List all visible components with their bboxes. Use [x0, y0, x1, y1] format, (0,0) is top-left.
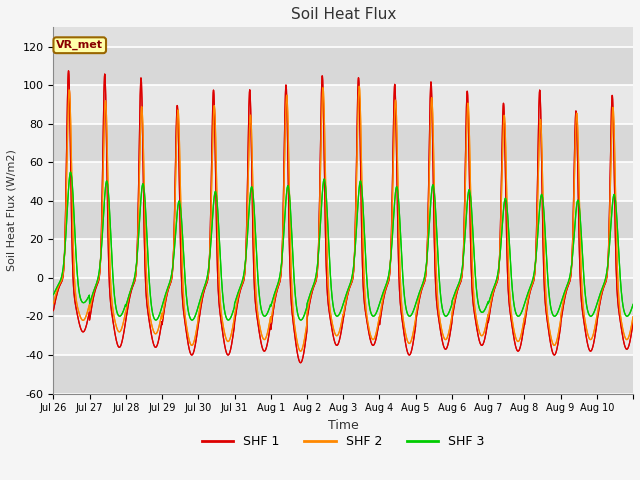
SHF 2: [232, 302, 240, 308]
SHF 2: [108, 290, 115, 296]
Title: Soil Heat Flux: Soil Heat Flux: [291, 7, 396, 22]
Bar: [53, 240, 633, 278]
SHF 2: [629, 314, 637, 320]
Y-axis label: Soil Heat Flux (W/m2): Soil Heat Flux (W/m2): [7, 149, 17, 271]
SHF 2: [518, 326, 526, 332]
SHF 3: [518, 308, 526, 313]
SHF 2: [49, 301, 57, 307]
Bar: [53, 355, 633, 394]
SHF 2: [355, 83, 363, 89]
SHF 1: [49, 308, 57, 313]
Bar: [53, 162, 633, 201]
Bar: [53, 85, 633, 124]
SHF 3: [233, 294, 241, 300]
SHF 1: [233, 306, 241, 312]
SHF 1: [629, 320, 637, 326]
Bar: [53, 47, 633, 85]
SHF 1: [551, 352, 559, 358]
X-axis label: Time: Time: [328, 419, 358, 432]
SHF 3: [379, 291, 387, 297]
SHF 1: [108, 308, 115, 314]
SHF 1: [518, 334, 526, 340]
Bar: [53, 278, 633, 316]
Bar: [53, 201, 633, 240]
Line: SHF 2: SHF 2: [53, 86, 633, 351]
Bar: [53, 316, 633, 355]
SHF 2: [621, 335, 629, 341]
SHF 3: [551, 313, 559, 319]
Legend: SHF 1, SHF 2, SHF 3: SHF 1, SHF 2, SHF 3: [196, 430, 490, 453]
SHF 1: [65, 68, 72, 74]
SHF 1: [297, 360, 305, 366]
SHF 2: [297, 348, 305, 354]
SHF 3: [108, 248, 115, 253]
SHF 3: [629, 301, 637, 307]
SHF 2: [379, 298, 387, 303]
SHF 1: [379, 301, 387, 307]
SHF 3: [49, 292, 57, 298]
Text: VR_met: VR_met: [56, 40, 103, 50]
SHF 3: [621, 312, 629, 317]
SHF 3: [67, 169, 74, 175]
SHF 1: [621, 345, 629, 350]
Line: SHF 3: SHF 3: [53, 172, 633, 320]
SHF 2: [551, 342, 559, 348]
Bar: [53, 124, 633, 162]
Line: SHF 1: SHF 1: [53, 71, 633, 363]
SHF 3: [188, 317, 196, 323]
